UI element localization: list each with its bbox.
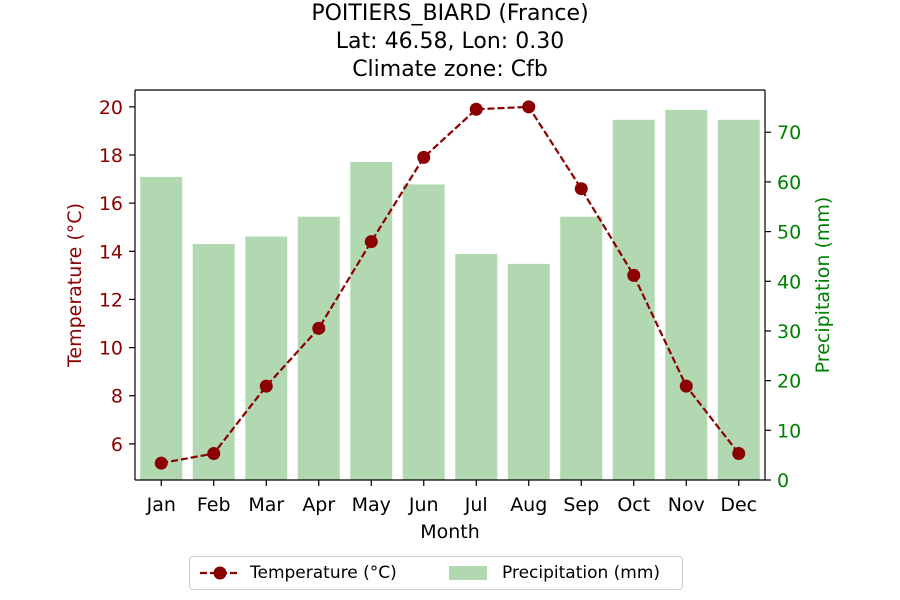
y-right-tick-label: 20 [777,371,801,393]
temperature-point-apr [312,321,326,335]
temperature-point-sep [574,182,588,196]
temperature-point-jan [154,456,168,470]
x-tick-label: Jul [464,494,488,516]
x-tick-label: Mar [248,494,284,516]
precipitation-bar-jun [402,184,445,480]
x-axis-label: Month [420,521,480,543]
legend-item-temperature: Temperature (°C) [198,557,397,589]
temperature-point-may [364,235,378,249]
y-left-tick-label: 20 [99,97,123,119]
chart-legend: Temperature (°C) Precipitation (mm) [189,556,683,590]
temperature-point-jun [417,150,431,164]
y-left-axis-label: Temperature (°C) [64,203,86,368]
temperature-line [161,105,740,465]
precipitation-bar-nov [665,109,708,480]
x-axis-ticks: Jan Feb Mar Apr May Jun Jul Aug Sep Oct Nov Dec [146,480,757,516]
precipitation-bar-apr [297,216,340,480]
y-left-tick-label: 6 [111,434,123,456]
y-left-tick-label: 14 [99,241,123,263]
precipitation-bar-may [350,162,393,481]
legend-label-precipitation: Precipitation (mm) [502,563,661,583]
precipitation-bar-aug [507,263,550,480]
y-right-tick-label: 0 [777,470,789,492]
x-tick-label: Nov [668,494,705,516]
y-right-tick-label: 50 [777,222,801,244]
temperature-point-nov [679,379,693,393]
temperature-point-mar [259,379,273,393]
x-tick-label: Feb [197,494,231,516]
y-right-tick-label: 60 [777,172,801,194]
precipitation-bar-sep [560,216,603,480]
y-left-tick-label: 10 [99,338,123,360]
chart-title-climate-zone: Climate zone: Cfb [352,57,548,82]
x-tick-label: Apr [302,494,335,516]
legend-item-precipitation: Precipitation (mm) [448,557,660,589]
legend-label-temperature: Temperature (°C) [250,563,397,583]
legend-precipitation-patch [449,566,487,580]
legend-temperature-marker [213,566,227,580]
legend-precipitation-swatch [449,566,487,580]
legend-temperature-swatch [200,566,240,580]
temperature-point-feb [207,447,221,461]
temperature-point-jul [469,102,483,116]
y-left-tick-label: 8 [111,386,123,408]
precipitation-bar-oct [612,119,655,481]
chart-title-coordinates: Lat: 46.58, Lon: 0.30 [335,29,565,54]
x-tick-label: Aug [510,494,547,516]
y-left-axis-ticks: 6 8 10 12 14 16 18 20 [99,97,135,456]
y-right-axis-label: Precipitation (mm) [812,197,834,374]
y-left-tick-label: 18 [99,145,123,167]
x-tick-label: Dec [720,494,757,516]
temperature-point-aug [522,100,536,114]
y-right-tick-label: 30 [777,321,801,343]
x-tick-label: Jun [408,494,439,516]
precipitation-bar-jul [455,253,498,480]
y-right-tick-label: 10 [777,420,801,442]
y-left-tick-label: 12 [99,289,123,311]
chart-title-station: POITIERS_BIARD (France) [311,1,589,26]
temperature-point-oct [627,268,641,282]
x-tick-label: Oct [617,494,650,516]
x-tick-label: Jan [146,494,176,516]
y-right-axis-ticks: 0 10 20 30 40 50 60 70 [765,122,801,492]
precipitation-bar-mar [245,236,288,480]
x-tick-label: May [352,494,391,516]
precipitation-bar-dec [717,119,760,481]
temperature-point-dec [732,447,746,461]
precipitation-bar-feb [192,244,235,480]
x-tick-label: Sep [563,494,599,516]
chart-title-block: POITIERS_BIARD (France) Lat: 46.58, Lon:… [0,0,900,84]
y-left-tick-label: 16 [99,193,123,215]
precipitation-bars [140,109,760,481]
precipitation-bar-jan [140,176,183,480]
y-right-tick-label: 70 [777,122,801,144]
temperature-series [154,100,746,470]
y-right-tick-label: 40 [777,271,801,293]
